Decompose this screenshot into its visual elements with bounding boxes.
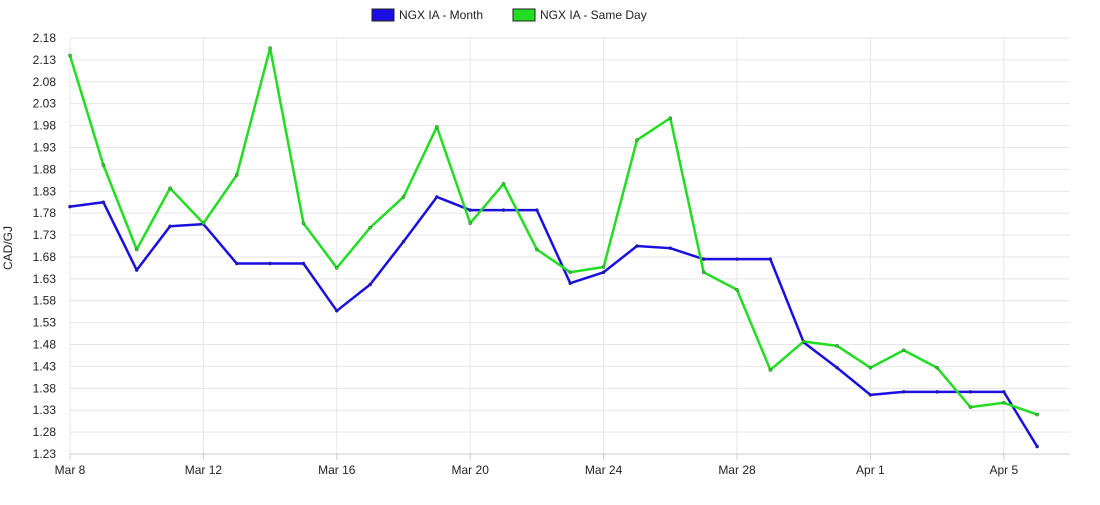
data-point[interactable]	[101, 163, 106, 167]
y-tick-label: 2.08	[33, 75, 57, 89]
x-tick-label: Mar 8	[55, 463, 86, 477]
y-tick-label: 1.48	[33, 338, 57, 352]
y-tick-label: 1.33	[33, 403, 57, 417]
grid	[69, 37, 1070, 455]
data-point[interactable]	[535, 208, 539, 212]
data-point[interactable]	[935, 390, 939, 394]
data-point[interactable]	[401, 195, 406, 199]
data-point[interactable]	[401, 239, 406, 244]
data-point[interactable]	[334, 309, 339, 313]
legend: NGX IA - Month NGX IA - Same Day	[371, 8, 647, 22]
data-point[interactable]	[735, 257, 739, 261]
data-point[interactable]	[301, 261, 306, 266]
data-point[interactable]	[701, 270, 706, 275]
data-point[interactable]	[501, 182, 506, 186]
data-point[interactable]	[468, 208, 473, 212]
data-point[interactable]	[501, 208, 506, 212]
data-point[interactable]	[435, 195, 439, 199]
data-point[interactable]	[468, 221, 473, 226]
data-point[interactable]	[901, 390, 906, 394]
y-tick-label: 1.78	[33, 206, 57, 220]
data-point[interactable]	[68, 204, 72, 209]
data-point[interactable]	[935, 365, 939, 370]
data-point[interactable]	[368, 282, 372, 287]
data-point[interactable]	[868, 365, 873, 370]
data-point[interactable]	[535, 247, 539, 252]
legend-swatch[interactable]	[512, 8, 536, 22]
data-point[interactable]	[1002, 390, 1006, 394]
data-point[interactable]	[435, 125, 439, 129]
data-point[interactable]	[868, 393, 873, 397]
data-point[interactable]	[334, 266, 339, 270]
y-axis-title: CAD/GJ	[1, 226, 15, 270]
data-point[interactable]	[835, 344, 839, 348]
y-tick-label: 1.73	[33, 228, 57, 242]
legend-swatch[interactable]	[371, 8, 395, 22]
x-tick-label: Mar 16	[318, 463, 356, 477]
data-point[interactable]	[968, 390, 973, 394]
data-point[interactable]	[635, 138, 639, 142]
data-point[interactable]	[635, 244, 639, 248]
y-tick-label: 1.88	[33, 162, 57, 176]
data-point[interactable]	[568, 270, 573, 275]
data-point[interactable]	[701, 257, 706, 261]
data-point[interactable]	[735, 287, 739, 292]
data-point[interactable]	[101, 200, 106, 205]
series-lines	[68, 46, 1039, 449]
data-point[interactable]	[301, 221, 306, 226]
data-point[interactable]	[668, 246, 673, 250]
y-tick-label: 1.43	[33, 359, 57, 373]
y-tick-label: 1.83	[33, 184, 57, 198]
data-point[interactable]	[801, 339, 806, 344]
data-point[interactable]	[601, 265, 606, 269]
data-point[interactable]	[234, 261, 239, 266]
data-point[interactable]	[234, 173, 239, 177]
data-point[interactable]	[835, 365, 839, 370]
data-point[interactable]	[134, 247, 139, 252]
data-point[interactable]	[768, 257, 773, 261]
series-line-ngx-ia-same-day[interactable]	[68, 46, 1038, 416]
data-point[interactable]	[968, 405, 973, 409]
data-point[interactable]	[201, 221, 206, 226]
data-point[interactable]	[901, 348, 906, 353]
series-line-ngx-ia-month[interactable]	[69, 195, 1039, 448]
x-tick-label: Apr 5	[989, 463, 1018, 477]
x-tick-label: Mar 24	[585, 463, 623, 477]
data-point[interactable]	[168, 186, 172, 190]
data-point[interactable]	[601, 270, 606, 275]
y-tick-label: 1.38	[33, 381, 57, 395]
legend-label[interactable]: NGX IA - Same Day	[540, 8, 647, 22]
data-point[interactable]	[168, 224, 172, 229]
data-point[interactable]	[668, 116, 673, 120]
data-point[interactable]	[768, 368, 773, 372]
data-point[interactable]	[1035, 412, 1039, 417]
data-point[interactable]	[68, 53, 72, 58]
data-point[interactable]	[134, 268, 139, 272]
data-point[interactable]	[1002, 400, 1006, 405]
x-tick-label: Mar 20	[452, 463, 490, 477]
legend-label[interactable]: NGX IA - Month	[399, 8, 483, 22]
x-tick-label: Apr 1	[856, 463, 885, 477]
y-tick-label: 2.13	[33, 53, 57, 67]
y-tick-label: 1.23	[33, 447, 57, 461]
y-tick-label: 2.03	[33, 97, 57, 111]
y-tick-label: 1.68	[33, 250, 57, 264]
data-point[interactable]	[1035, 444, 1039, 449]
x-tick-label: Mar 12	[185, 463, 223, 477]
data-point[interactable]	[568, 281, 573, 286]
y-tick-label: 2.18	[33, 31, 57, 45]
data-point[interactable]	[268, 46, 272, 50]
data-point[interactable]	[268, 261, 272, 266]
y-tick-label: 1.98	[33, 119, 57, 133]
y-tick-label: 1.63	[33, 272, 57, 286]
y-tick-label: 1.58	[33, 294, 57, 308]
y-tick-label: 1.28	[33, 425, 57, 439]
axes: 2.18 2.13 2.08 2.03 1.98 1.93 1.88 1.83 1.78 1.73…	[33, 31, 1070, 477]
y-tick-label: 1.93	[33, 140, 57, 154]
data-point[interactable]	[368, 225, 372, 230]
x-tick-label: Mar 28	[718, 463, 756, 477]
y-tick-label: 1.53	[33, 316, 57, 330]
